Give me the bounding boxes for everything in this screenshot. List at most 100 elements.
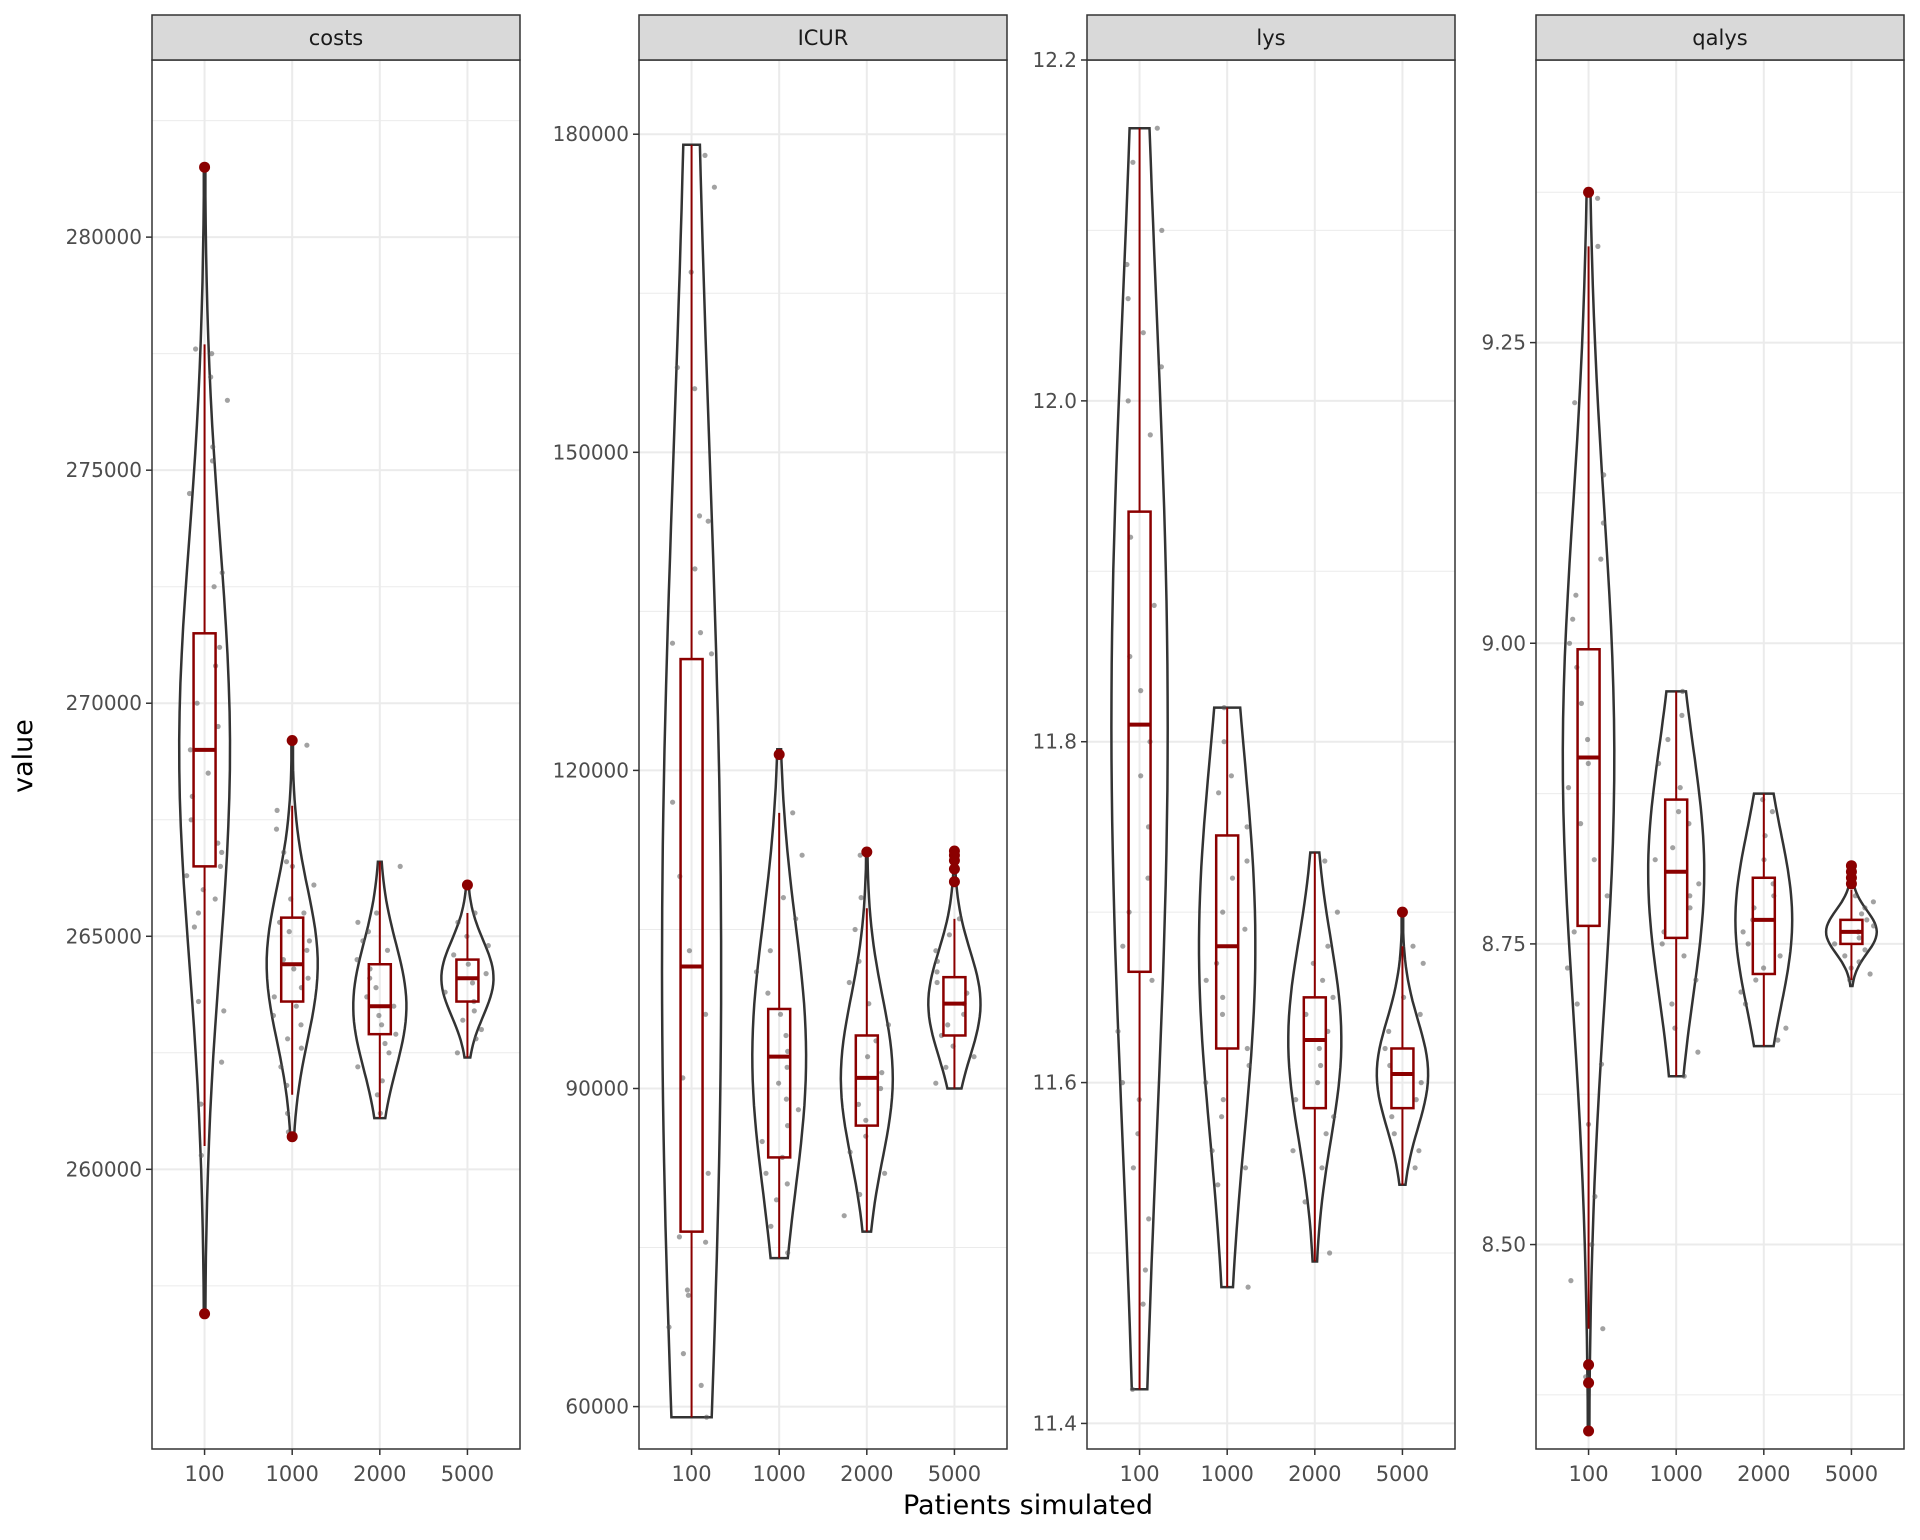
data-point bbox=[1570, 616, 1576, 622]
data-point bbox=[1578, 821, 1584, 827]
data-point bbox=[217, 863, 223, 870]
data-point bbox=[1681, 953, 1687, 959]
data-point bbox=[670, 799, 676, 805]
data-point bbox=[1753, 977, 1759, 983]
data-point bbox=[1591, 857, 1597, 863]
data-point bbox=[304, 947, 310, 953]
data-point bbox=[1871, 923, 1877, 929]
panel-ICUR: 60000 90000 120000 150000 180000 ICUR 100 1000 2… bbox=[553, 14, 1008, 1486]
data-point bbox=[1761, 965, 1767, 971]
data-point bbox=[946, 932, 953, 938]
data-point bbox=[485, 943, 491, 949]
box bbox=[1390, 1047, 1415, 1110]
facet-strip bbox=[151, 14, 521, 61]
data-point bbox=[186, 490, 193, 497]
data-point bbox=[858, 895, 864, 901]
y-tick-label: 265000 bbox=[66, 924, 142, 948]
data-point bbox=[1315, 1080, 1321, 1086]
y-tick-label: 60000 bbox=[565, 1395, 629, 1419]
data-point bbox=[703, 1011, 709, 1017]
data-point bbox=[397, 863, 403, 870]
data-point bbox=[384, 947, 391, 953]
data-point bbox=[1293, 1097, 1299, 1103]
data-point bbox=[1320, 977, 1326, 983]
data-point bbox=[879, 1070, 885, 1076]
data-point bbox=[1832, 941, 1838, 947]
data-point bbox=[767, 948, 773, 954]
data-point bbox=[212, 896, 218, 902]
data-point bbox=[1219, 1114, 1225, 1120]
group-100 bbox=[1561, 186, 1616, 1437]
data-point bbox=[708, 651, 715, 657]
data-point bbox=[702, 152, 708, 158]
data-point bbox=[852, 926, 858, 933]
data-point bbox=[1125, 296, 1131, 302]
data-point bbox=[379, 1022, 385, 1028]
data-point bbox=[1382, 1045, 1388, 1052]
data-point bbox=[1604, 893, 1610, 899]
outlier-point bbox=[1583, 1425, 1595, 1437]
data-point bbox=[1334, 909, 1340, 915]
data-point bbox=[194, 700, 200, 706]
y-tick-label: 11.6 bbox=[1032, 1071, 1077, 1095]
panel-background bbox=[152, 60, 520, 1449]
data-point bbox=[669, 640, 676, 646]
data-point bbox=[193, 346, 199, 352]
data-point bbox=[1693, 977, 1699, 983]
y-axis-title: value bbox=[8, 719, 39, 793]
data-point bbox=[1322, 858, 1328, 864]
panel-qalys: 8.50 8.75 9.00 9.25 qalys 100 1000 2000 5000 bbox=[1481, 14, 1905, 1486]
panel-costs: 260000 265000 270000 275000 280000 costs 100 10… bbox=[66, 14, 521, 1486]
data-point bbox=[882, 1170, 888, 1176]
data-point bbox=[1410, 943, 1416, 949]
y-tick-label: 120000 bbox=[553, 758, 629, 782]
data-point bbox=[684, 1287, 691, 1293]
data-point bbox=[795, 1107, 802, 1113]
outlier-point bbox=[1583, 1377, 1595, 1389]
data-point bbox=[1142, 1267, 1148, 1273]
data-point bbox=[763, 1170, 769, 1176]
data-point bbox=[674, 364, 680, 371]
data-point bbox=[379, 1078, 385, 1084]
facet-strip-label: ICUR bbox=[798, 26, 849, 50]
data-point bbox=[780, 895, 787, 901]
data-point bbox=[1330, 994, 1336, 1001]
data-point bbox=[1585, 736, 1591, 743]
data-point bbox=[1680, 688, 1686, 695]
x-tick-label: 2000 bbox=[1737, 1462, 1790, 1486]
data-point bbox=[1129, 1386, 1136, 1392]
y-tick-label: 9.00 bbox=[1481, 631, 1526, 655]
data-point bbox=[1573, 592, 1579, 598]
data-point bbox=[793, 916, 799, 922]
data-point bbox=[697, 630, 704, 636]
data-point bbox=[305, 975, 311, 981]
data-point bbox=[1130, 1165, 1136, 1171]
data-point bbox=[705, 518, 711, 524]
data-point bbox=[1244, 824, 1250, 830]
data-point bbox=[286, 929, 292, 935]
data-point bbox=[1140, 1301, 1146, 1307]
data-point bbox=[1696, 881, 1702, 887]
data-point bbox=[1670, 845, 1676, 851]
data-point bbox=[711, 184, 718, 190]
x-tick-label: 2000 bbox=[353, 1462, 406, 1486]
data-point bbox=[783, 1032, 789, 1039]
data-point bbox=[442, 989, 448, 995]
group-1000 bbox=[265, 735, 319, 1143]
outlier-point bbox=[199, 1308, 211, 1320]
data-point bbox=[291, 966, 297, 972]
data-point bbox=[455, 919, 461, 925]
data-point bbox=[692, 566, 698, 572]
x-tick-label: 2000 bbox=[1288, 1462, 1341, 1486]
data-point bbox=[1564, 965, 1571, 971]
x-tick-label: 5000 bbox=[1376, 1462, 1429, 1486]
data-point bbox=[221, 1008, 227, 1014]
violin-outline bbox=[751, 747, 808, 1260]
data-point bbox=[1574, 1001, 1580, 1007]
data-point bbox=[933, 948, 939, 954]
data-point bbox=[1862, 905, 1868, 911]
data-point bbox=[1246, 1062, 1252, 1069]
data-point bbox=[933, 1080, 939, 1086]
facet-strip-label: costs bbox=[309, 26, 364, 50]
